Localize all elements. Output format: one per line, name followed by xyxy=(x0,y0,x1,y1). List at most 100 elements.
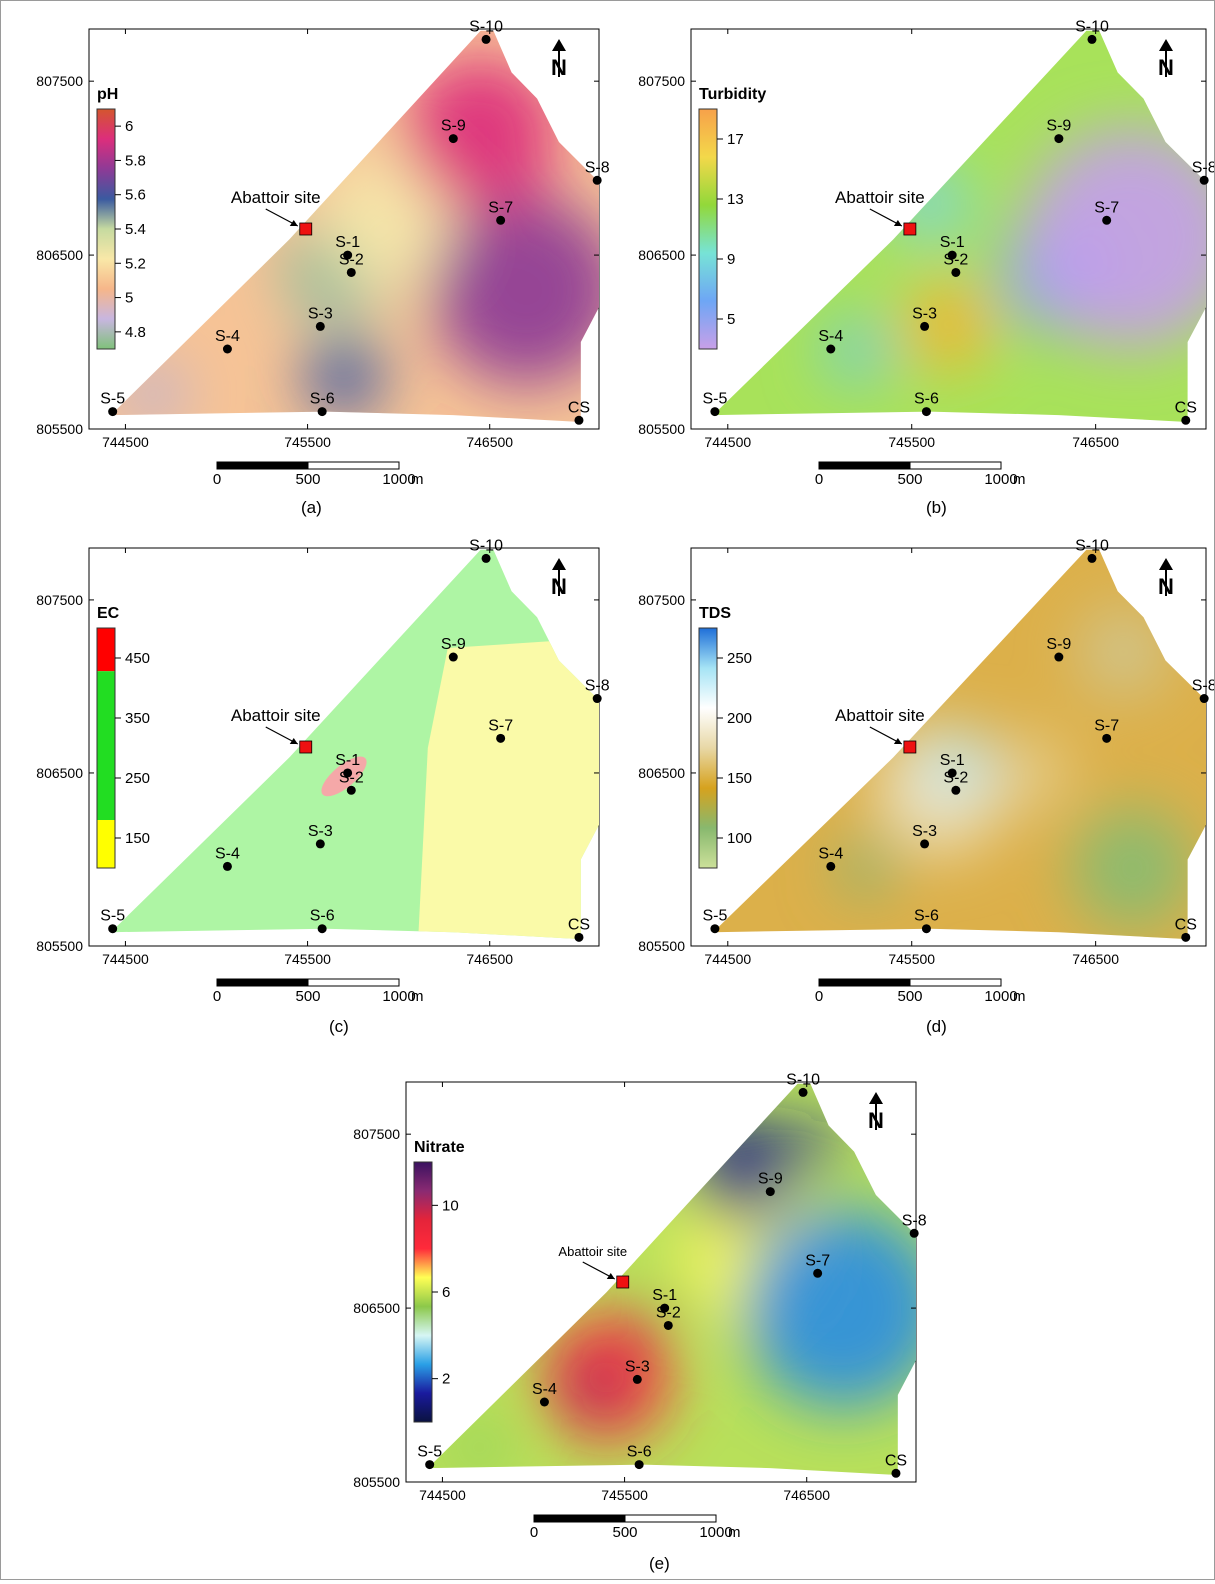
abattoir-marker-icon xyxy=(299,740,313,754)
legend-tick-label: 10 xyxy=(442,1197,459,1214)
legend-tick-label: 350 xyxy=(125,710,150,727)
site-label: S-8 xyxy=(902,1212,927,1229)
y-tick-label: 807500 xyxy=(638,73,685,89)
site-label: S-3 xyxy=(308,305,333,322)
legend-tick-label: 5 xyxy=(125,290,133,307)
y-tick-label: 806500 xyxy=(638,765,685,781)
site-label: S-7 xyxy=(1094,717,1119,734)
scale-bar-label: 500 xyxy=(612,1524,637,1541)
site-marker xyxy=(951,267,961,277)
site-label: S-5 xyxy=(100,391,125,408)
site-marker xyxy=(813,1268,823,1278)
site-marker xyxy=(1199,694,1209,704)
site-marker xyxy=(1181,415,1191,425)
abattoir-label: Abattoir site xyxy=(231,188,321,207)
site-marker xyxy=(425,1460,435,1470)
scale-bar-label: 0 xyxy=(213,471,221,488)
site-label: S-10 xyxy=(1075,537,1109,554)
site-marker xyxy=(826,344,836,354)
site-label: CS xyxy=(568,916,590,933)
y-tick-label: 805500 xyxy=(638,421,685,437)
scale-bar-label: 500 xyxy=(295,471,320,488)
site-marker xyxy=(574,415,584,425)
site-label: S-8 xyxy=(585,678,610,695)
scale-bar-label: 1000 xyxy=(382,471,415,488)
site-label: S-3 xyxy=(912,823,937,840)
legend-title: TDS xyxy=(699,605,731,622)
map-panel-ec: 744500 745500 746500 807500 806500 805500 EC 45… xyxy=(36,537,609,1005)
scale-bar-label: 1000 xyxy=(984,988,1017,1005)
site-marker xyxy=(539,1397,549,1407)
abattoir-marker-icon xyxy=(299,222,313,236)
legend-tick-label: 250 xyxy=(125,770,150,787)
site-label: S-9 xyxy=(1046,636,1071,653)
north-label: N xyxy=(551,55,567,80)
site-label: S-3 xyxy=(912,305,937,322)
site-label: S-6 xyxy=(627,1444,652,1461)
x-tick-label: 746500 xyxy=(1072,951,1119,967)
site-marker xyxy=(108,924,118,934)
site-marker xyxy=(481,34,491,44)
site-marker xyxy=(574,932,584,942)
site-label: S-5 xyxy=(100,908,125,925)
site-marker xyxy=(798,1087,808,1097)
y-tick-label: 805500 xyxy=(353,1474,400,1490)
y-tick-label: 807500 xyxy=(36,73,83,89)
site-label: S-10 xyxy=(469,537,503,554)
site-marker xyxy=(315,839,325,849)
site-marker xyxy=(592,694,602,704)
site-marker xyxy=(496,215,506,225)
y-tick-label: 805500 xyxy=(36,938,83,954)
x-tick-label: 746500 xyxy=(466,434,513,450)
site-label: S-4 xyxy=(215,845,240,862)
x-tick-label: 744500 xyxy=(704,951,751,967)
site-label: S-9 xyxy=(441,118,466,135)
site-label: S-10 xyxy=(786,1071,820,1088)
x-tick-label: 744500 xyxy=(102,951,149,967)
y-tick-label: 806500 xyxy=(638,247,685,263)
y-tick-label: 806500 xyxy=(353,1300,400,1316)
map-panel-tds: 744500 745500 746500 807500 806500 805500 TDS 2… xyxy=(638,537,1215,1005)
site-marker xyxy=(660,1303,670,1313)
site-marker xyxy=(1102,215,1112,225)
map-panel-nitrate: 744500 745500 746500 807500 806500 805500 Nitr… xyxy=(353,1071,927,1541)
north-arrow-icon: N xyxy=(868,1092,884,1133)
site-label: S-4 xyxy=(532,1381,557,1398)
scale-bar-unit: m xyxy=(411,988,424,1005)
site-label: S-3 xyxy=(625,1358,650,1375)
y-tick-label: 805500 xyxy=(638,938,685,954)
north-arrow-icon: N xyxy=(1158,39,1174,80)
site-label: S-5 xyxy=(702,391,727,408)
site-marker xyxy=(343,768,353,778)
legend-tick-label: 200 xyxy=(727,710,752,727)
site-label: S-6 xyxy=(310,391,335,408)
abattoir-marker-icon xyxy=(903,222,917,236)
site-marker xyxy=(448,652,458,662)
scale-bar-label: 1000 xyxy=(382,988,415,1005)
y-tick-label: 807500 xyxy=(36,592,83,608)
abattoir-label: Abattoir site xyxy=(835,706,925,725)
site-label: S-4 xyxy=(215,328,240,345)
site-marker xyxy=(909,1228,919,1238)
north-arrow-icon: N xyxy=(551,558,567,599)
map-panel-ph: 744500 745500 746500 807500 806500 805500 pH 6 5… xyxy=(36,18,609,488)
legend-tick-label: 13 xyxy=(727,191,744,208)
legend-tick-label: 6 xyxy=(125,118,133,135)
y-tick-label: 805500 xyxy=(36,421,83,437)
north-label: N xyxy=(868,1108,884,1133)
site-label: S-2 xyxy=(339,251,364,268)
x-tick-label: 745500 xyxy=(601,1487,648,1503)
site-label: S-10 xyxy=(469,18,503,35)
site-label: S-2 xyxy=(943,251,968,268)
site-marker xyxy=(1087,553,1097,563)
site-marker xyxy=(448,134,458,144)
x-tick-label: 744500 xyxy=(419,1487,466,1503)
x-tick-label: 744500 xyxy=(704,434,751,450)
site-marker xyxy=(346,267,356,277)
color-legend-bar xyxy=(413,1161,433,1423)
north-arrow-icon: N xyxy=(551,39,567,80)
site-label: S-5 xyxy=(417,1444,442,1461)
scale-bar xyxy=(216,978,309,987)
site-marker xyxy=(1054,652,1064,662)
